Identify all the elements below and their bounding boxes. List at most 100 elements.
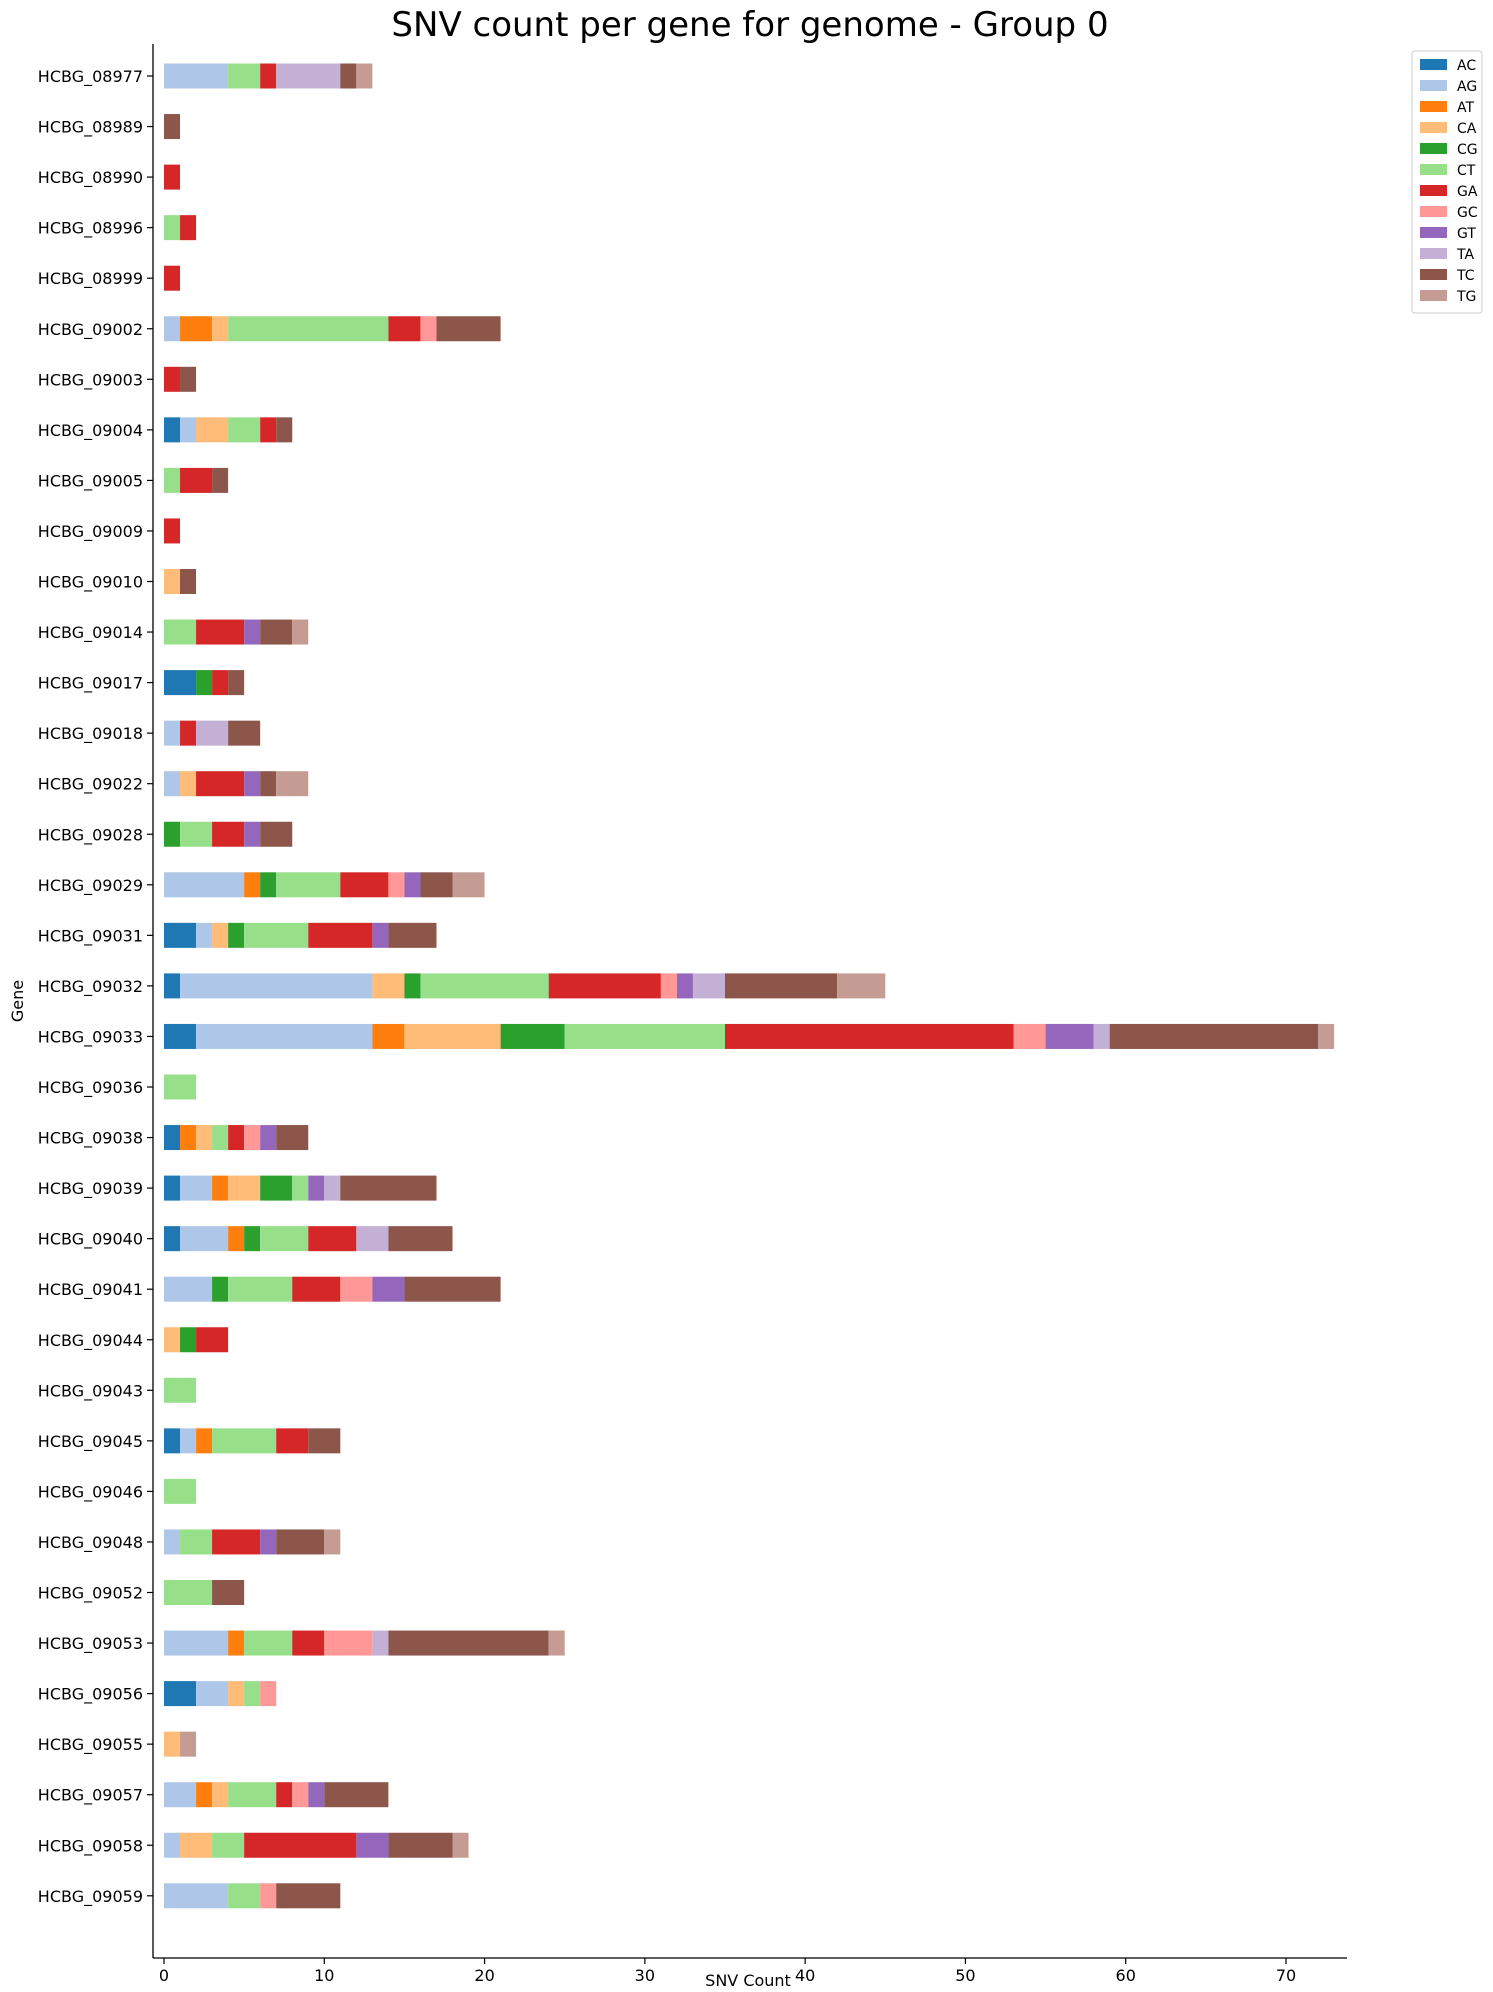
bar-HCBG_09039-CG: [260, 1175, 293, 1201]
y-tick-label: HCBG_09057: [38, 1786, 143, 1806]
bar-HCBG_09028-CT: [180, 821, 213, 847]
legend-label-GA: GA: [1457, 184, 1478, 200]
bar-HCBG_09041-GA: [292, 1276, 341, 1302]
bar-HCBG_09022-GT: [244, 771, 261, 797]
legend-frame: [1411, 50, 1483, 314]
bar-HCBG_09040-TC: [388, 1226, 453, 1252]
bar-HCBG_09044-GA: [196, 1327, 229, 1353]
bar-HCBG_09056-GC: [260, 1681, 277, 1707]
y-tick-label: HCBG_09014: [38, 623, 143, 643]
legend-label-GT: GT: [1457, 226, 1476, 242]
bar-HCBG_09057-CT: [228, 1782, 277, 1808]
bar-HCBG_09029-GT: [404, 872, 421, 898]
bar-HCBG_09046-CT: [164, 1478, 197, 1504]
bar-HCBG_09057-GC: [292, 1782, 309, 1808]
bar-HCBG_09010-CA: [164, 569, 181, 594]
legend-swatch-CT: [1420, 164, 1447, 175]
bar-HCBG_09028-GT: [244, 821, 261, 847]
bar-HCBG_09038-GC: [244, 1125, 261, 1151]
y-tick-label: HCBG_08990: [38, 168, 143, 188]
legend-label-AT: AT: [1457, 100, 1474, 116]
y-tick-label: HCBG_09059: [38, 1887, 143, 1907]
bar-HCBG_09032-CG: [404, 973, 421, 999]
bar-HCBG_09041-GT: [372, 1276, 405, 1302]
bar-HCBG_09058-GA: [244, 1832, 357, 1858]
bar-HCBG_09028-CG: [164, 821, 181, 847]
bar-HCBG_09048-GA: [212, 1529, 261, 1555]
bar-HCBG_09028-TC: [260, 821, 293, 847]
bar-HCBG_09017-TC: [228, 670, 245, 696]
x-tick-label: 40: [795, 1966, 815, 1985]
bar-HCBG_09057-CA: [212, 1782, 229, 1808]
bar-HCBG_09031-AC: [164, 922, 197, 948]
bar-HCBG_09033-TG: [1318, 1023, 1335, 1049]
bar-HCBG_08977-GA: [260, 63, 277, 89]
bar-HCBG_09053-CT: [244, 1630, 293, 1656]
bar-HCBG_09045-AG: [180, 1428, 197, 1454]
bar-HCBG_09031-CT: [244, 922, 309, 948]
bar-HCBG_08977-TC: [340, 63, 357, 89]
bar-HCBG_09018-GA: [180, 720, 197, 746]
bar-HCBG_09014-GA: [196, 619, 245, 645]
y-tick-label: HCBG_09017: [38, 674, 143, 694]
bar-HCBG_09032-TG: [837, 973, 886, 999]
bar-HCBG_09039-TC: [340, 1175, 437, 1201]
legend-swatch-AG: [1420, 80, 1447, 91]
y-tick-label: HCBG_09029: [38, 876, 143, 896]
bar-HCBG_09058-CT: [212, 1832, 245, 1858]
y-tick-label: HCBG_09040: [38, 1230, 143, 1250]
bar-HCBG_09045-CT: [212, 1428, 277, 1454]
bar-HCBG_09032-GA: [548, 973, 661, 999]
bar-HCBG_09057-GA: [276, 1782, 293, 1808]
bar-HCBG_09033-GT: [1045, 1023, 1094, 1049]
bar-HCBG_09002-TC: [436, 316, 501, 342]
bar-HCBG_09056-AC: [164, 1681, 197, 1707]
bar-HCBG_09036-CT: [164, 1074, 197, 1100]
bar-HCBG_09031-AG: [196, 922, 213, 948]
bar-HCBG_09059-GC: [260, 1883, 277, 1909]
bar-HCBG_09039-AT: [212, 1175, 229, 1201]
legend-swatch-GC: [1420, 206, 1447, 217]
bar-HCBG_09031-GA: [308, 922, 373, 948]
bar-HCBG_08999-GA: [164, 265, 181, 291]
legend: AC AG AT CA CG CT GA GC GT TA TC TG: [1411, 50, 1483, 314]
y-tick-label: HCBG_08989: [38, 118, 143, 138]
y-tick-label: HCBG_09002: [38, 320, 143, 340]
y-axis-label: Gene: [8, 980, 27, 1022]
legend-label-CA: CA: [1457, 121, 1477, 137]
legend-swatch-TA: [1420, 248, 1447, 259]
bar-HCBG_09004-CA: [196, 417, 229, 443]
bar-HCBG_09003-GA: [164, 366, 181, 392]
legend-swatch-AT: [1420, 101, 1447, 112]
bar-HCBG_09040-CT: [260, 1226, 309, 1252]
bar-HCBG_09039-AG: [180, 1175, 213, 1201]
bar-HCBG_09017-CG: [196, 670, 213, 696]
bar-HCBG_08996-CT: [164, 215, 181, 241]
bar-HCBG_09029-CT: [276, 872, 341, 898]
bar-HCBG_09059-CT: [228, 1883, 261, 1909]
legend-swatch-AC: [1420, 59, 1447, 70]
x-axis: 0 10 20 30 40 50 60 70: [153, 1957, 1347, 1985]
bar-HCBG_09029-GA: [340, 872, 389, 898]
y-tick-label: HCBG_09028: [38, 825, 143, 845]
bar-HCBG_09033-AC: [164, 1023, 197, 1049]
bar-HCBG_08990-GA: [164, 164, 181, 190]
bar-HCBG_09052-TC: [212, 1580, 245, 1605]
bar-HCBG_09002-CA: [212, 316, 229, 342]
y-tick-label: HCBG_09046: [38, 1482, 143, 1502]
bar-HCBG_09032-GC: [660, 973, 677, 999]
bar-HCBG_09004-AG: [180, 417, 197, 443]
bar-HCBG_09057-AT: [196, 1782, 213, 1808]
bar-HCBG_09043-CT: [164, 1377, 197, 1403]
bar-HCBG_09053-GC: [324, 1630, 373, 1656]
bar-HCBG_09058-TG: [452, 1832, 469, 1858]
y-tick-label: HCBG_09009: [38, 522, 143, 542]
bar-HCBG_09041-TC: [404, 1276, 501, 1302]
bar-HCBG_09014-CT: [164, 619, 197, 645]
bar-HCBG_09058-GT: [356, 1832, 389, 1858]
legend-swatch-GA: [1420, 185, 1447, 196]
bar-HCBG_09029-CG: [260, 872, 277, 898]
bar-HCBG_09053-TA: [372, 1630, 389, 1656]
